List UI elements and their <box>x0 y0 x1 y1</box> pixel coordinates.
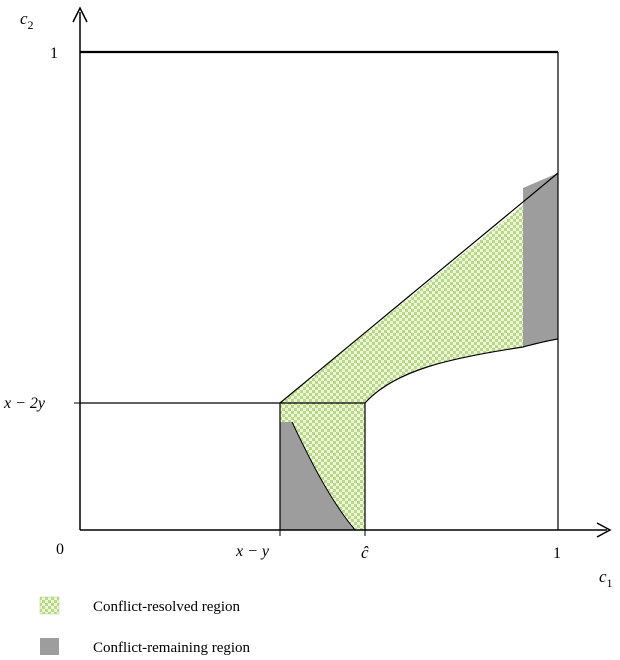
legend-swatch-resolved <box>39 596 60 615</box>
legend-label-remaining: Conflict-remaining region <box>93 640 251 656</box>
concave-boundary-curve <box>364 338 559 404</box>
x-axis-label: c1 <box>599 567 613 590</box>
legend: Conflict-resolved region Conflict-remain… <box>39 596 251 656</box>
x-tick-label-c-hat: ĉ <box>361 543 369 562</box>
y-tick-label-1: 1 <box>50 45 58 62</box>
x-axis-arrowhead <box>596 522 612 538</box>
x-tick-label-x-y: x − y <box>235 543 270 560</box>
diagonal-boundary <box>279 172 559 404</box>
legend-label-resolved: Conflict-resolved region <box>93 599 241 615</box>
conflict-remaining-region-left <box>280 422 355 530</box>
legend-swatch-remaining <box>40 638 59 655</box>
x-tick-label-1: 1 <box>553 545 561 562</box>
legend-item-remaining: Conflict-remaining region <box>40 638 251 656</box>
conflict-resolved-region-lower <box>280 403 365 530</box>
lower-boundary-curve <box>291 421 356 531</box>
legend-item-resolved: Conflict-resolved region <box>39 596 241 615</box>
y-tick-label-x-2y: x − 2y <box>3 395 46 412</box>
y-axis-label: c2 <box>20 9 34 32</box>
origin-label: 0 <box>56 541 64 558</box>
y-axis-arrowhead <box>72 6 88 23</box>
conflict-remaining-region-right <box>523 173 558 347</box>
